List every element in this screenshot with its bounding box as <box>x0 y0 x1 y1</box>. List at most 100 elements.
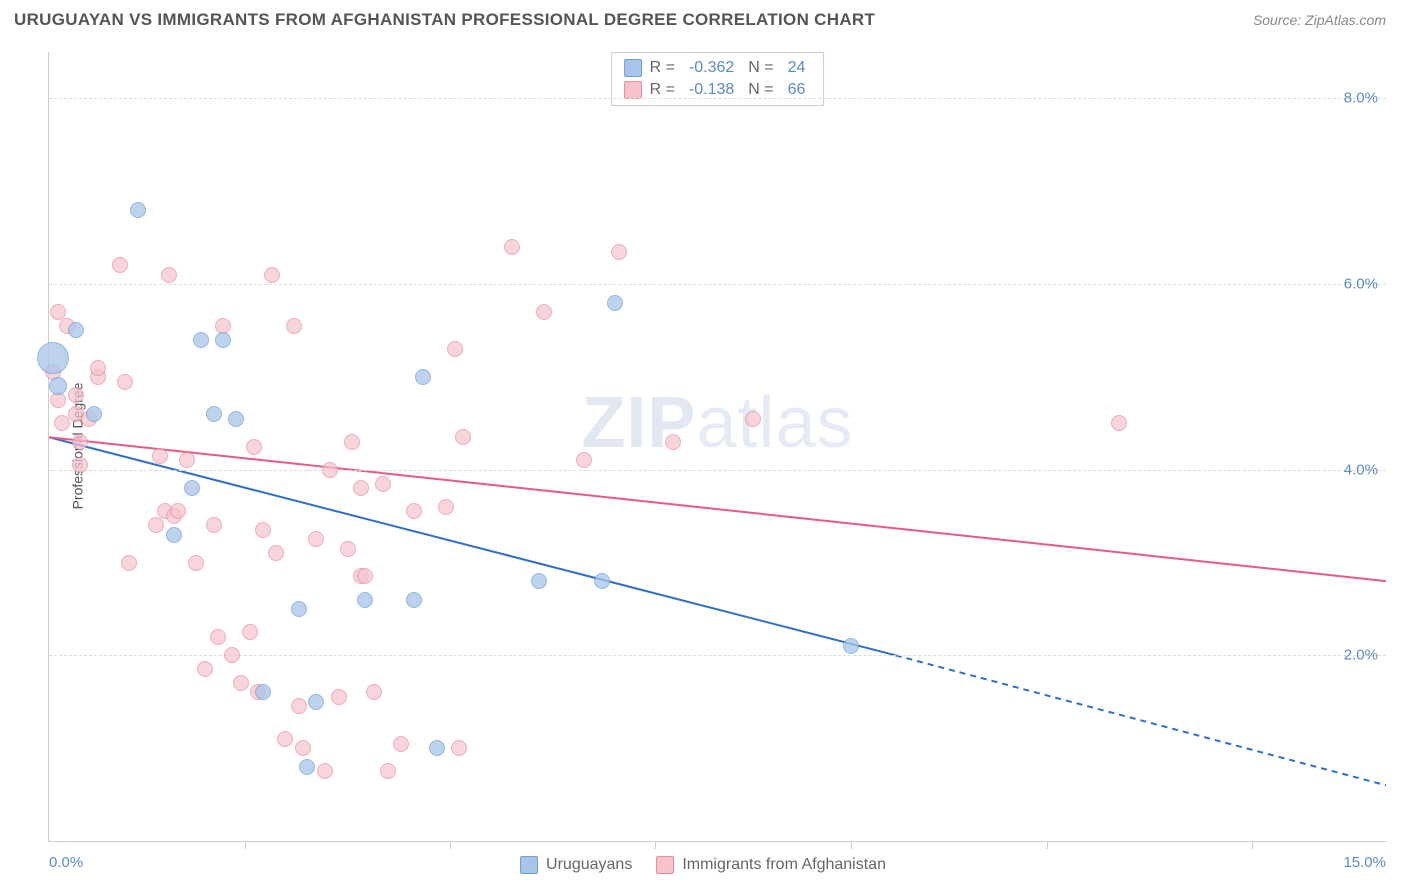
data-point <box>536 304 552 320</box>
data-point <box>255 684 271 700</box>
legend-item-pink: Immigrants from Afghanistan <box>656 856 886 874</box>
data-point <box>322 462 338 478</box>
data-point <box>1111 415 1127 431</box>
data-point <box>224 647 240 663</box>
data-point <box>184 480 200 496</box>
watermark: ZIPatlas <box>581 382 853 464</box>
data-point <box>72 434 88 450</box>
data-point <box>37 342 69 374</box>
r-value-blue: -0.362 <box>689 59 734 77</box>
data-point <box>277 731 293 747</box>
data-point <box>193 332 209 348</box>
swatch-pink <box>624 81 642 99</box>
data-point <box>228 411 244 427</box>
chart-header: URUGUAYAN VS IMMIGRANTS FROM AFGHANISTAN… <box>0 0 1406 36</box>
stats-row-blue: R = -0.362 N = 24 <box>624 57 812 79</box>
data-point <box>148 517 164 533</box>
data-point <box>215 332 231 348</box>
data-point <box>206 517 222 533</box>
bottom-legend: Uruguayans Immigrants from Afghanistan <box>520 856 886 874</box>
data-point <box>406 503 422 519</box>
swatch-blue <box>520 856 538 874</box>
data-point <box>415 369 431 385</box>
data-point <box>299 759 315 775</box>
gridline <box>49 470 1386 471</box>
y-tick-label: 2.0% <box>1344 647 1378 664</box>
data-point <box>268 545 284 561</box>
data-point <box>242 624 258 640</box>
data-point <box>264 267 280 283</box>
data-point <box>197 661 213 677</box>
y-tick-label: 6.0% <box>1344 276 1378 293</box>
data-point <box>206 406 222 422</box>
chart-source: Source: ZipAtlas.com <box>1253 12 1386 28</box>
data-point <box>393 736 409 752</box>
data-point <box>117 374 133 390</box>
data-point <box>447 341 463 357</box>
data-point <box>72 457 88 473</box>
chart-title: URUGUAYAN VS IMMIGRANTS FROM AFGHANISTAN… <box>14 10 875 30</box>
data-point <box>340 541 356 557</box>
data-point <box>291 698 307 714</box>
data-point <box>210 629 226 645</box>
data-point <box>331 689 347 705</box>
r-label: R = <box>650 81 675 99</box>
data-point <box>170 503 186 519</box>
data-point <box>665 434 681 450</box>
data-point <box>576 452 592 468</box>
data-point <box>745 411 761 427</box>
gridline <box>49 98 1386 99</box>
gridline <box>49 655 1386 656</box>
watermark-bold: ZIP <box>581 383 696 463</box>
x-tick <box>1252 841 1253 849</box>
data-point <box>611 244 627 260</box>
data-point <box>188 555 204 571</box>
data-point <box>357 592 373 608</box>
n-value-pink: 66 <box>788 81 806 99</box>
data-point <box>366 684 382 700</box>
data-point <box>353 480 369 496</box>
legend-item-blue: Uruguayans <box>520 856 632 874</box>
x-tick <box>851 841 852 849</box>
data-point <box>161 267 177 283</box>
x-tick <box>245 841 246 849</box>
data-point <box>295 740 311 756</box>
x-tick-label-min: 0.0% <box>49 854 83 871</box>
n-label: N = <box>748 59 773 77</box>
y-tick-label: 8.0% <box>1344 90 1378 107</box>
data-point <box>308 694 324 710</box>
data-point <box>130 202 146 218</box>
data-point <box>112 257 128 273</box>
x-tick <box>1047 841 1048 849</box>
data-point <box>594 573 610 589</box>
data-point <box>375 476 391 492</box>
data-point <box>166 527 182 543</box>
data-point <box>504 239 520 255</box>
data-point <box>179 452 195 468</box>
data-point <box>607 295 623 311</box>
data-point <box>357 568 373 584</box>
data-point <box>86 406 102 422</box>
data-point <box>152 448 168 464</box>
data-point <box>308 531 324 547</box>
r-label: R = <box>650 59 675 77</box>
data-point <box>49 377 67 395</box>
data-point <box>455 429 471 445</box>
x-tick <box>450 841 451 849</box>
legend-label-pink: Immigrants from Afghanistan <box>682 856 886 874</box>
n-label: N = <box>748 81 773 99</box>
data-point <box>121 555 137 571</box>
data-point <box>438 499 454 515</box>
x-tick-label-max: 15.0% <box>1343 854 1386 871</box>
r-value-pink: -0.138 <box>689 81 734 99</box>
legend-label-blue: Uruguayans <box>546 856 632 874</box>
data-point <box>291 601 307 617</box>
watermark-thin: atlas <box>696 383 853 463</box>
data-point <box>429 740 445 756</box>
data-point <box>233 675 249 691</box>
plot-area: ZIPatlas R = -0.362 N = 24 R = -0.138 N … <box>48 52 1386 842</box>
data-point <box>843 638 859 654</box>
data-point <box>531 573 547 589</box>
swatch-blue <box>624 59 642 77</box>
data-point <box>246 439 262 455</box>
